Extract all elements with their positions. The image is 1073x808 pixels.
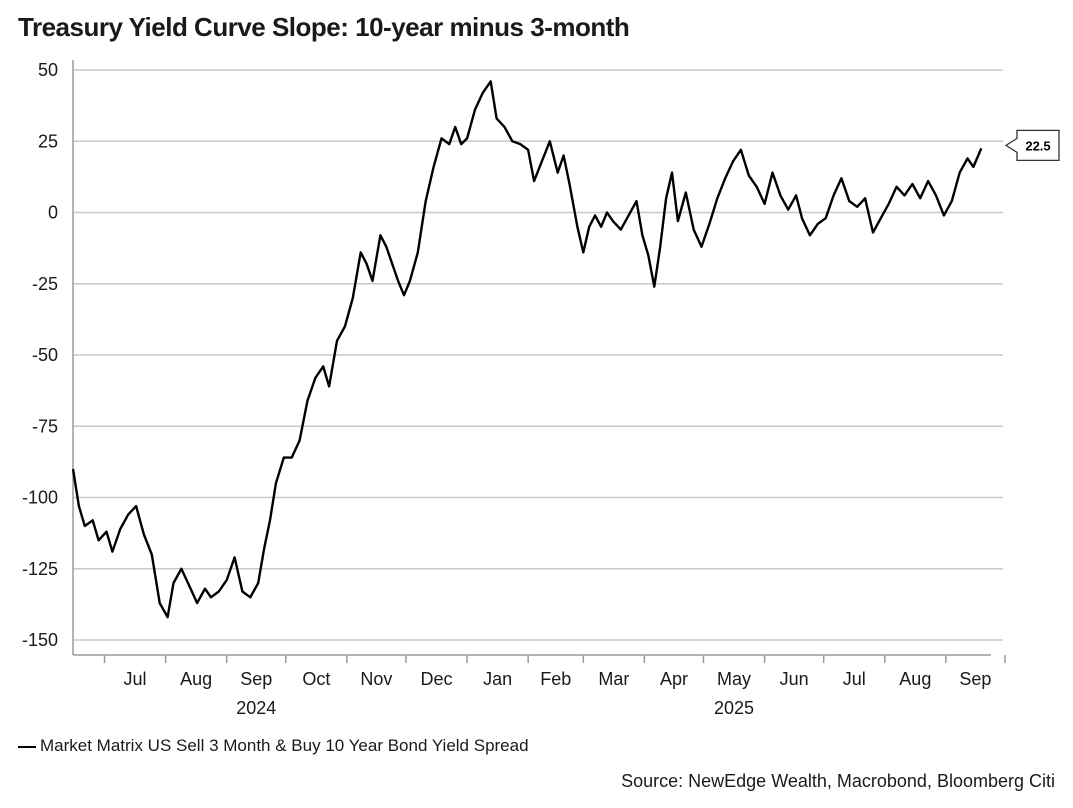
x-month-label: Jul xyxy=(124,669,147,689)
x-month-label: Aug xyxy=(180,669,212,689)
x-month-label: May xyxy=(717,669,751,689)
x-month-label: Jun xyxy=(780,669,809,689)
x-month-label: Jan xyxy=(483,669,512,689)
x-month-label: Feb xyxy=(540,669,571,689)
x-month-label: Nov xyxy=(360,669,392,689)
y-tick-label: -50 xyxy=(32,345,58,365)
x-month-label: Oct xyxy=(302,669,330,689)
y-tick-label: 0 xyxy=(48,203,58,223)
y-tick-label: -100 xyxy=(22,488,58,508)
y-tick-label: -150 xyxy=(22,630,58,650)
y-tick-label: -125 xyxy=(22,559,58,579)
gridlines xyxy=(73,69,1003,641)
x-month-label: Apr xyxy=(660,669,688,689)
x-month-label: Aug xyxy=(899,669,931,689)
x-month-label: Jul xyxy=(843,669,866,689)
x-month-label: Sep xyxy=(240,669,272,689)
legend-label: Market Matrix US Sell 3 Month & Buy 10 Y… xyxy=(40,736,529,755)
legend-line-swatch xyxy=(18,745,36,748)
y-tick-label: -75 xyxy=(32,416,58,436)
chart-title: Treasury Yield Curve Slope: 10-year minu… xyxy=(18,12,630,42)
series-layer xyxy=(71,80,983,619)
axes: 50 25 0 -25 -50 -75 -100 -125 -150 Jul Aug Sep Oct No… xyxy=(22,60,1006,718)
series-line xyxy=(71,80,983,619)
x-month-label: Mar xyxy=(598,669,629,689)
y-tick-label: 25 xyxy=(38,131,58,151)
end-value-box xyxy=(1004,129,1060,162)
end-value-label: 22.5 xyxy=(1004,129,1060,162)
x-month-label: Dec xyxy=(421,669,453,689)
y-tick-label: 50 xyxy=(38,60,58,80)
y-tick-label: -25 xyxy=(32,274,58,294)
legend: Market Matrix US Sell 3 Month & Buy 10 Y… xyxy=(18,736,529,756)
end-value-text: 22.5 xyxy=(1025,138,1050,153)
x-month-label: Sep xyxy=(959,669,991,689)
x-year-label: 2024 xyxy=(236,698,276,718)
x-year-label: 2025 xyxy=(714,698,754,718)
source-note: Source: NewEdge Wealth, Macrobond, Bloom… xyxy=(621,771,1055,791)
